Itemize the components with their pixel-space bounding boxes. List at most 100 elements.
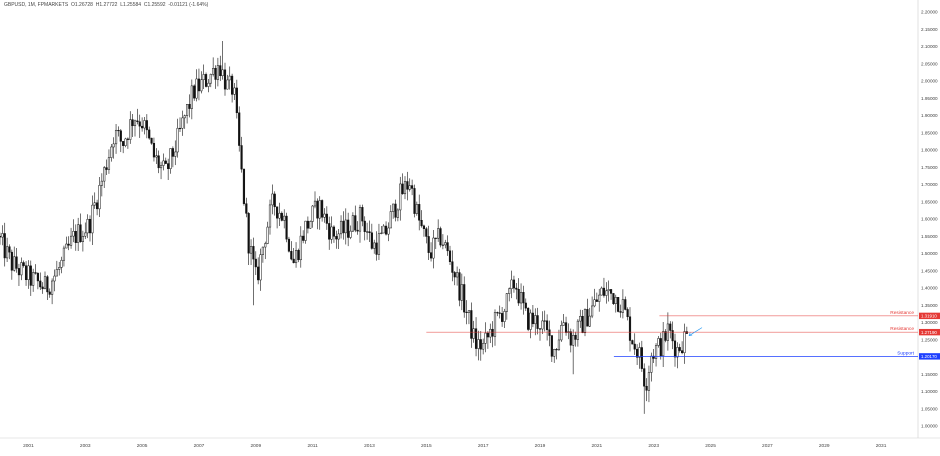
candle [477, 330, 480, 361]
candle [429, 242, 433, 262]
candle [112, 137, 115, 159]
candle [470, 302, 473, 348]
candle-body [65, 243, 68, 249]
candle-body [41, 286, 44, 290]
candle [572, 329, 575, 375]
candle-body [605, 290, 608, 296]
candle [313, 191, 317, 209]
candle-body [72, 230, 75, 237]
source-label: FPMARKETS [37, 2, 69, 8]
candle [527, 307, 530, 332]
candle-body [631, 340, 634, 345]
candle-body [126, 138, 129, 140]
candle-body [344, 219, 347, 234]
candle [598, 288, 601, 312]
candle [186, 103, 189, 124]
candle-body [662, 331, 665, 357]
candle-body [159, 165, 163, 169]
candle-body [399, 183, 402, 211]
candle-body [527, 307, 530, 330]
candle [517, 278, 520, 306]
candle-body [392, 203, 395, 212]
candle-body [574, 335, 577, 340]
candle [342, 211, 345, 240]
candle [290, 241, 293, 261]
candle-body [415, 204, 418, 214]
candle [609, 289, 613, 300]
candle-body [458, 272, 461, 301]
candle-body [413, 188, 416, 214]
candle [465, 300, 468, 325]
resistance-level[interactable]: Resistance 1.31910 [659, 310, 940, 320]
ohlc-header: GBPUSD, 1M, FPMARKETS O1.26728 H1.27722 … [4, 2, 209, 8]
y-tick-label: 1.75000 [921, 165, 938, 170]
candle [41, 282, 44, 294]
candle [254, 251, 257, 276]
candle-body [152, 142, 156, 158]
x-tick-label: 2027 [762, 443, 773, 449]
candle-body [498, 312, 501, 314]
candle-body [354, 215, 357, 231]
interval-label: 1M [27, 2, 35, 8]
resistance-level[interactable]: Resistance 1.27190 [426, 326, 940, 336]
candle-body [112, 143, 115, 148]
candle-body [32, 272, 35, 286]
candle-body [681, 350, 684, 354]
candle [474, 317, 478, 357]
candle-body [233, 87, 236, 95]
candle [541, 311, 544, 334]
candle-body [110, 146, 113, 158]
candle [491, 321, 494, 348]
candle-body [240, 145, 243, 170]
candle [98, 177, 101, 217]
candle [276, 206, 279, 229]
candle [13, 246, 16, 272]
candle-body [304, 220, 307, 241]
candle-body [155, 155, 158, 158]
candle-body [176, 127, 179, 153]
candle [287, 236, 291, 253]
candle [612, 293, 615, 305]
candle-body [306, 220, 309, 229]
candle [482, 338, 485, 355]
candle [176, 118, 179, 158]
candle-body [491, 328, 494, 337]
candle [62, 245, 66, 267]
candle [316, 198, 319, 230]
candle-body [294, 250, 298, 264]
candle [10, 249, 13, 280]
x-tick-label: 2023 [648, 443, 659, 449]
support-level[interactable]: Support 1.20170 [613, 350, 940, 360]
candle-body [429, 252, 433, 259]
candle [39, 272, 42, 291]
candle-body [98, 185, 101, 210]
candle [645, 378, 648, 402]
candle [441, 234, 444, 250]
candle-body [131, 119, 134, 127]
candle-body [84, 232, 87, 237]
candle [181, 110, 184, 136]
candle-body [373, 242, 376, 249]
candle [219, 55, 222, 82]
candle [133, 119, 137, 137]
candle-body [411, 185, 414, 189]
candle [1, 225, 4, 246]
candle-body [103, 167, 106, 182]
candle [299, 226, 302, 268]
candle [650, 352, 653, 382]
candle-body [271, 193, 274, 206]
candle-body [534, 315, 537, 325]
arrow-shaft [689, 327, 703, 336]
candle [212, 57, 215, 77]
candle [27, 260, 30, 289]
candle-body [212, 68, 215, 75]
candle [560, 320, 563, 342]
candle [643, 363, 646, 414]
candle [505, 292, 508, 320]
price-tag [919, 328, 940, 336]
candle [323, 208, 326, 223]
candle [574, 331, 577, 347]
price-tag-label: 1.27190 [921, 330, 937, 335]
